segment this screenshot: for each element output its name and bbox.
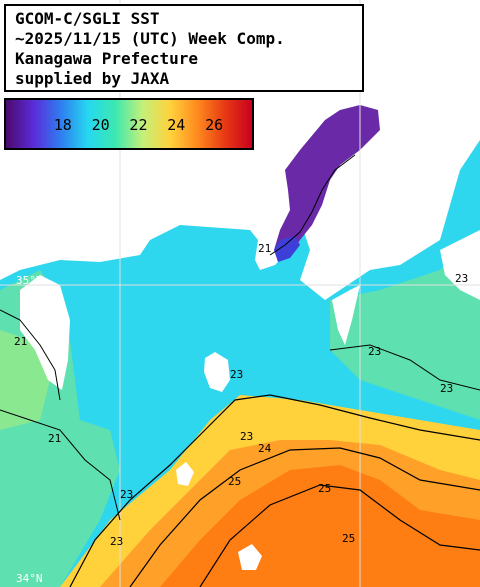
contour-25: [199, 484, 480, 587]
title-line: GCOM-C/SGLI SST: [15, 9, 160, 28]
contour-label: 25: [318, 482, 331, 495]
contour-label: 23: [240, 430, 253, 443]
title-box: GCOM-C/SGLI SST ~2025/11/15 (UTC) Week C…: [4, 4, 364, 92]
title-credit-line: supplied by JAXA: [15, 69, 170, 88]
contour-21-west: [0, 409, 121, 521]
contour-label: 24: [258, 442, 272, 455]
contour-label: 21: [14, 335, 27, 348]
legend-tick-label: 18: [53, 116, 72, 134]
latitude-label: 34°N: [16, 572, 43, 585]
legend-color-bar: [6, 100, 252, 148]
title-region-line: Kanagawa Prefecture: [15, 49, 199, 68]
contour-label: 21: [258, 242, 271, 255]
land-toshima: [176, 462, 194, 486]
land-miura: [332, 285, 360, 345]
contour-label: 23: [110, 535, 123, 548]
legend-tick-label: 20: [91, 116, 110, 134]
contour-label: 25: [342, 532, 355, 545]
contour-23-east: [329, 344, 480, 391]
contour-label: 23: [230, 368, 243, 381]
legend-tick-label: 26: [205, 116, 224, 134]
latitude-label: 35°N: [16, 274, 43, 287]
legend-tick-label: 24: [167, 116, 186, 134]
legend-tick-label: 22: [129, 116, 148, 134]
sea-east-mid: [330, 230, 480, 420]
contour-label: 23: [368, 345, 381, 358]
color-legend: 18 20 22 24 26: [4, 98, 254, 150]
land-niijima: [238, 544, 262, 570]
land-boso-east: [440, 230, 480, 300]
contour-label: 23: [440, 382, 453, 395]
contour-label: 23: [120, 488, 133, 501]
land-oshima: [204, 352, 230, 392]
contour-bay: [269, 154, 356, 256]
contour-label: 23: [455, 272, 468, 285]
land-izu-peninsula: [20, 275, 70, 390]
contour-west-coast: [0, 309, 61, 401]
sea-bay-mid: [274, 236, 300, 262]
contour-24: [129, 447, 480, 587]
contour-label: 25: [228, 475, 241, 488]
contour-label: 21: [48, 432, 61, 445]
title-date-line: ~2025/11/15 (UTC) Week Comp.: [15, 29, 285, 48]
